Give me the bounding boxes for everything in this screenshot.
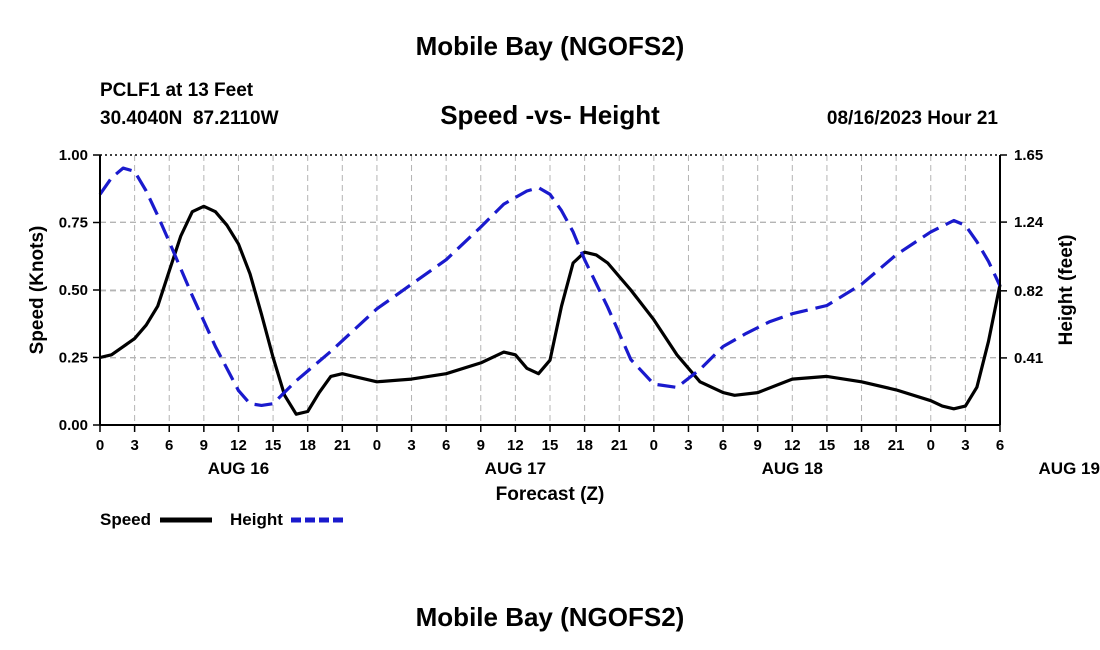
y-right-tick-label: 0.41 <box>1014 350 1043 367</box>
x-tick-label: 9 <box>754 437 762 454</box>
x-tick-label: 6 <box>442 437 450 454</box>
x-tick-label: 18 <box>299 437 316 454</box>
x-tick-label: 3 <box>407 437 415 454</box>
y-left-tick-label: 0.00 <box>59 417 88 434</box>
x-tick-label: 0 <box>96 437 104 454</box>
y-left-tick-label: 0.75 <box>59 215 88 232</box>
x-date-label: AUG 19 <box>1039 459 1100 478</box>
y-right-tick-label: 1.65 <box>1014 147 1043 164</box>
x-tick-label: 21 <box>334 437 351 454</box>
legend-height-label: Height <box>230 510 283 529</box>
legend: Speed Height <box>100 510 343 529</box>
series-line-speed <box>99 204 1002 416</box>
chart-subtitle: Speed -vs- Height <box>440 100 660 130</box>
x-tick-label: 6 <box>996 437 1004 454</box>
x-tick-label: 3 <box>961 437 969 454</box>
legend-speed-label: Speed <box>100 510 151 529</box>
x-tick-label: 12 <box>507 437 524 454</box>
x-tick-label: 18 <box>853 437 870 454</box>
x-tick-label: 3 <box>684 437 692 454</box>
x-tick-label: 18 <box>576 437 593 454</box>
footer-title: Mobile Bay (NGOFS2) <box>416 602 685 632</box>
grid <box>100 155 1000 425</box>
axes: 0 3 6 9 12 15 18 21 0 3 6 9 12 15 18 21 0 3 6 9 12 15 18 21 0 3 6 A… <box>59 147 1100 478</box>
y-left-tick-label: 0.50 <box>59 282 88 299</box>
coordinates-label: 30.4040N 87.2110W <box>100 108 279 129</box>
x-tick-label: 0 <box>373 437 381 454</box>
x-axis-label: Forecast (Z) <box>496 484 605 505</box>
y-left-tick-label: 0.25 <box>59 350 88 367</box>
x-tick-label: 21 <box>611 437 628 454</box>
y-right-tick-label: 0.82 <box>1014 283 1043 300</box>
chart-title: Mobile Bay (NGOFS2) <box>416 31 685 61</box>
x-tick-label: 3 <box>130 437 138 454</box>
x-date-label: AUG 17 <box>485 459 546 478</box>
x-tick-label: 12 <box>230 437 247 454</box>
x-tick-label: 6 <box>719 437 727 454</box>
series-layer <box>98 166 1002 416</box>
y-axis-right-label: Height (feet) <box>1056 235 1077 346</box>
station-label: PCLF1 at 13 Feet <box>100 80 254 101</box>
y-right-tick-label: 1.24 <box>1014 214 1044 231</box>
y-axis-left-label: Speed (Knots) <box>27 226 48 355</box>
series-line-height <box>98 166 1002 407</box>
x-tick-label: 15 <box>265 437 282 454</box>
x-date-label: AUG 18 <box>762 459 823 478</box>
x-tick-label: 15 <box>542 437 559 454</box>
x-date-label: AUG 16 <box>208 459 269 478</box>
x-tick-label: 15 <box>819 437 836 454</box>
x-tick-label: 6 <box>165 437 173 454</box>
x-tick-label: 21 <box>888 437 905 454</box>
x-tick-label: 9 <box>477 437 485 454</box>
x-tick-label: 0 <box>927 437 935 454</box>
x-tick-label: 0 <box>650 437 658 454</box>
forecast-timestamp: 08/16/2023 Hour 21 <box>827 108 999 129</box>
y-left-tick-label: 1.00 <box>59 147 88 164</box>
x-tick-label: 9 <box>200 437 208 454</box>
x-tick-label: 12 <box>784 437 801 454</box>
